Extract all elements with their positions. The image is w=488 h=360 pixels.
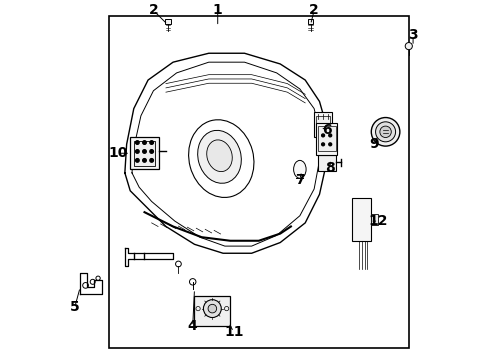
Circle shape (328, 134, 331, 137)
Ellipse shape (293, 161, 305, 178)
Bar (317, 126, 335, 152)
Circle shape (375, 122, 395, 142)
Bar (108, 16, 408, 348)
Text: 11: 11 (224, 325, 243, 339)
Text: 2: 2 (148, 3, 158, 17)
Circle shape (135, 141, 139, 144)
Bar (351, 198, 370, 241)
Text: 3: 3 (407, 28, 417, 42)
Circle shape (135, 159, 139, 162)
Bar (313, 112, 331, 137)
Circle shape (142, 141, 146, 144)
Text: 9: 9 (368, 137, 378, 151)
Circle shape (321, 143, 324, 146)
Circle shape (149, 159, 153, 162)
Ellipse shape (197, 130, 241, 183)
Circle shape (149, 141, 153, 144)
Circle shape (149, 150, 153, 153)
Bar (315, 123, 337, 155)
Circle shape (379, 126, 390, 138)
Bar (194, 296, 230, 327)
Bar (307, 19, 313, 24)
Text: 12: 12 (368, 214, 387, 228)
Text: 4: 4 (187, 319, 197, 333)
Text: 6: 6 (321, 123, 331, 137)
Bar (370, 214, 378, 225)
Text: 8: 8 (325, 161, 334, 175)
Text: 5: 5 (70, 300, 80, 314)
Text: 7: 7 (294, 173, 304, 187)
Text: 10: 10 (108, 146, 127, 160)
Circle shape (370, 117, 399, 146)
Text: 1: 1 (212, 3, 222, 17)
Circle shape (208, 304, 216, 313)
Circle shape (135, 150, 139, 153)
Bar (134, 141, 155, 166)
Bar (317, 155, 335, 171)
Circle shape (203, 300, 221, 318)
Bar (164, 19, 170, 24)
Circle shape (405, 42, 411, 50)
Circle shape (321, 134, 324, 137)
Circle shape (142, 150, 146, 153)
Ellipse shape (188, 120, 253, 197)
Bar (130, 137, 159, 169)
Text: 2: 2 (308, 3, 318, 17)
Circle shape (142, 159, 146, 162)
Ellipse shape (206, 140, 232, 172)
Circle shape (328, 143, 331, 146)
Bar (315, 116, 329, 135)
